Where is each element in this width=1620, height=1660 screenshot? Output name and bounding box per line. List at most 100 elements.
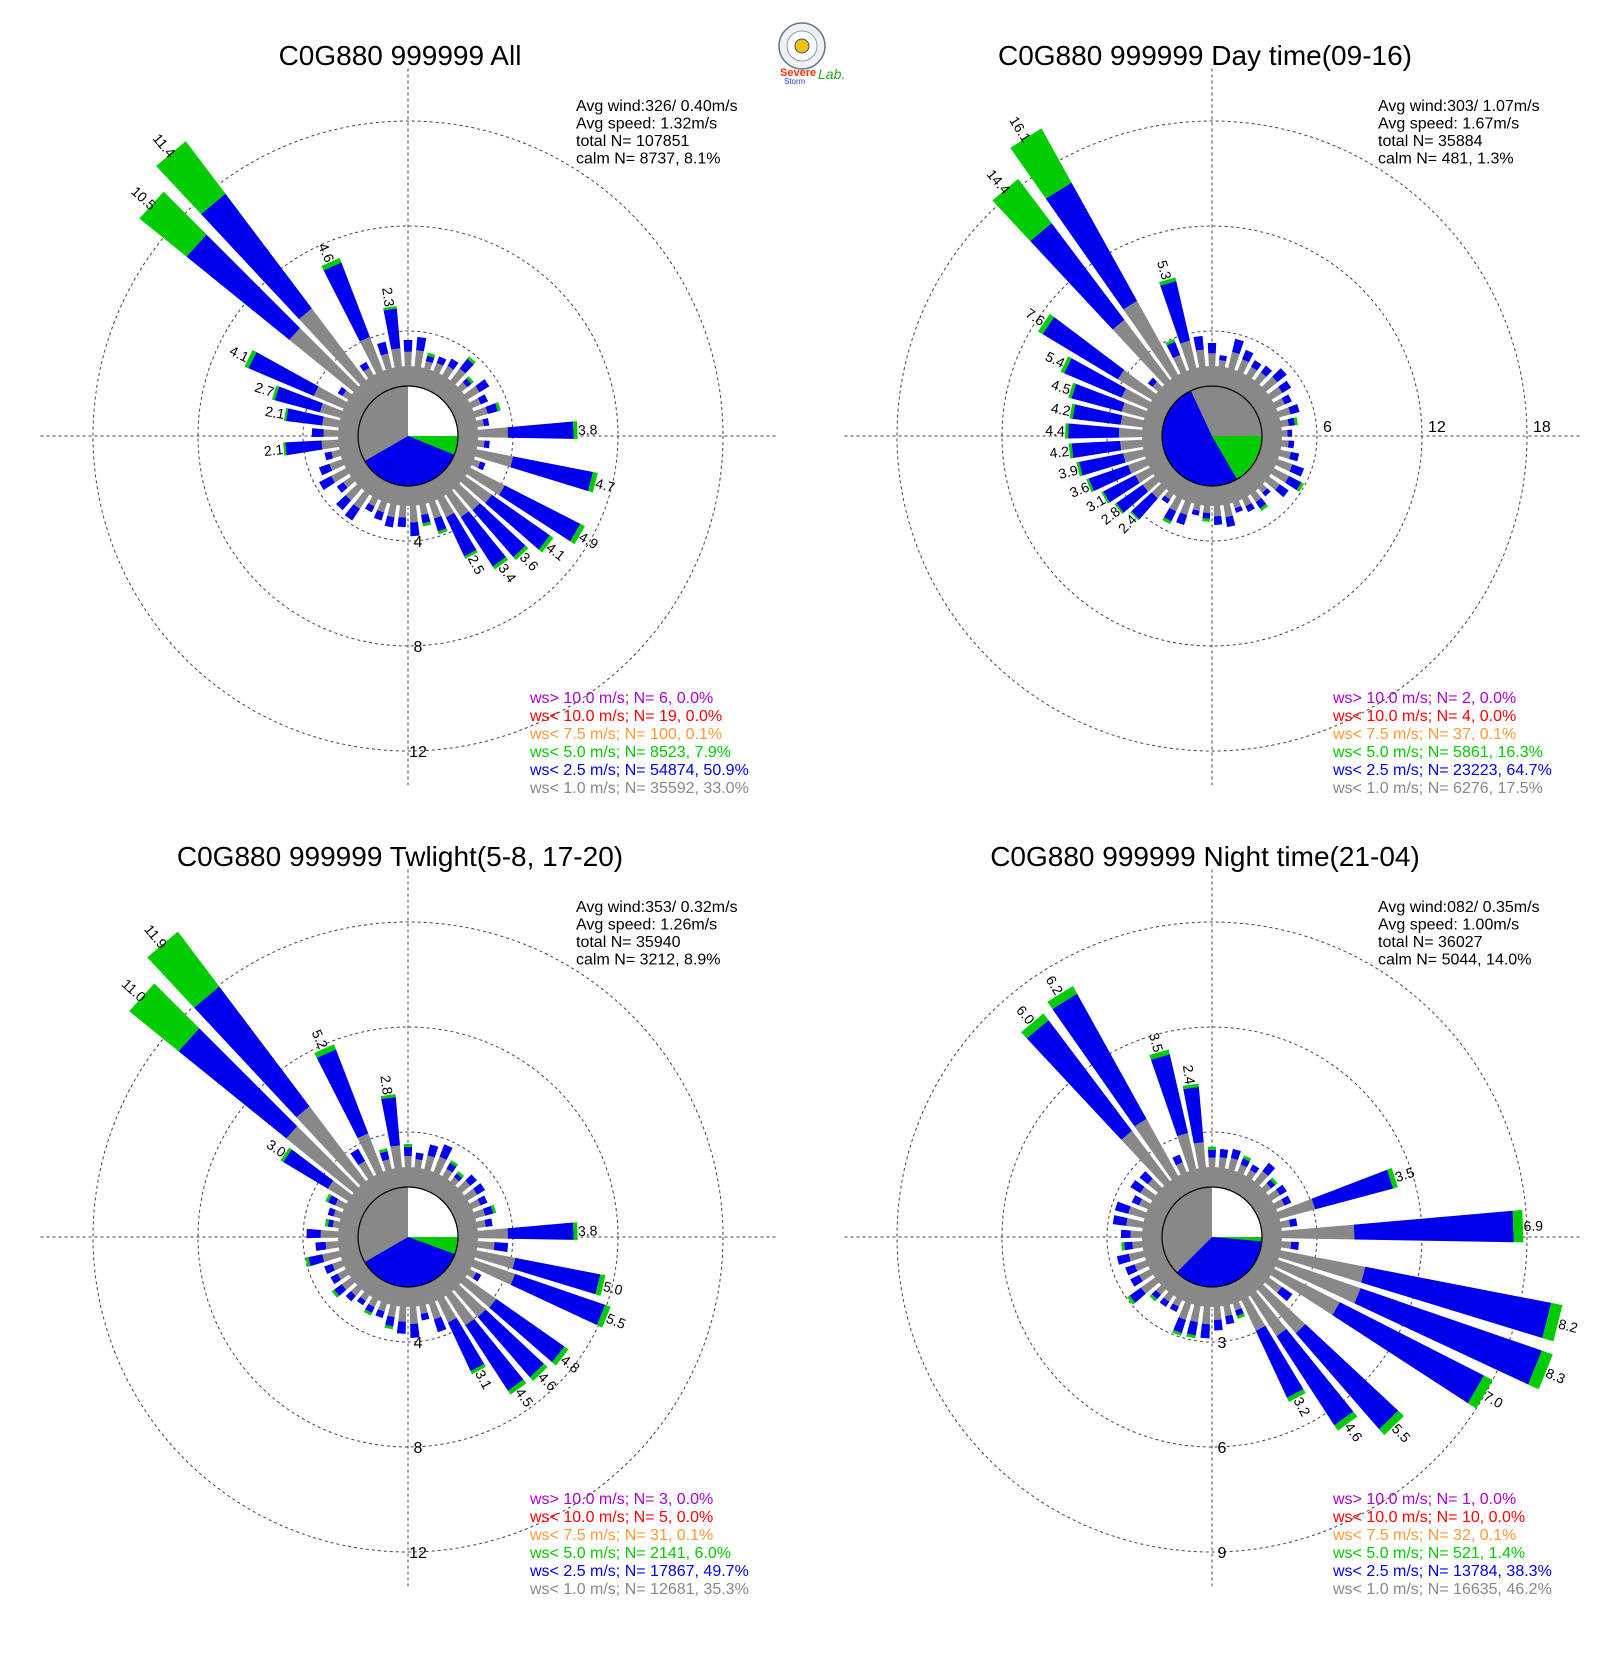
petal-seg-2 — [186, 234, 301, 340]
petal-seg-2 — [1130, 1179, 1145, 1194]
petal-seg-2 — [482, 418, 490, 427]
petal-seg-2 — [465, 1318, 524, 1391]
wind-rose-panel-1: C0G880 999999 All481211.410.54.64.12.32.… — [40, 40, 776, 797]
petal-seg-3 — [280, 1147, 292, 1163]
petal-label: 3.5 — [1146, 1031, 1167, 1054]
petal-label: 4.4 — [1045, 422, 1065, 439]
petal-seg-2 — [1191, 509, 1200, 516]
petal-seg-3 — [1162, 517, 1172, 525]
petal-seg-2 — [1260, 365, 1273, 377]
petal-seg-2 — [327, 1219, 334, 1228]
petal-seg-3 — [1076, 461, 1083, 477]
petal-seg-2 — [396, 1321, 406, 1334]
petal-seg-2 — [1139, 1171, 1153, 1185]
center-pie-slice — [408, 1237, 458, 1255]
petal-seg-3 — [1068, 443, 1074, 459]
petal-seg-2 — [1071, 383, 1125, 412]
legend-entry: ws< 10.0 m/s; N= 5, 0.0% — [529, 1509, 713, 1526]
petal-seg-2 — [1068, 423, 1120, 439]
petal-seg-2 — [248, 351, 319, 397]
petal-seg-2 — [1278, 380, 1292, 393]
petal-seg-2 — [1151, 1290, 1161, 1300]
petal-seg-3 — [495, 402, 501, 412]
center-pie-slice — [357, 386, 408, 461]
petal-seg-3 — [271, 385, 280, 401]
petal-label: 2.3 — [379, 286, 398, 308]
petal-seg-2 — [308, 1254, 325, 1267]
petal-seg-2 — [1186, 1320, 1198, 1336]
petal-calm-seg — [1244, 1271, 1306, 1334]
petal-label: 5.4 — [1043, 348, 1068, 371]
petal-seg-2 — [489, 1298, 565, 1363]
grid-ring — [92, 921, 724, 1553]
petal-seg-3 — [325, 1193, 332, 1203]
petal-label: 3.5 — [1393, 1164, 1417, 1185]
petal-calm-seg — [445, 1265, 497, 1308]
petal-seg-3 — [324, 1218, 330, 1227]
ring-label: 8 — [414, 1440, 423, 1457]
petal-seg-3 — [1159, 277, 1177, 286]
petal-seg-2 — [477, 394, 489, 405]
grid-ring — [896, 921, 1528, 1553]
petal-seg-3 — [573, 421, 578, 439]
grid-ring — [197, 1026, 619, 1448]
petal-seg-3 — [1130, 511, 1140, 521]
center-pie-outline — [1161, 385, 1263, 487]
petal-seg-2 — [285, 440, 323, 456]
center-pie-slice — [364, 1237, 455, 1287]
petal-seg-2 — [1289, 464, 1305, 477]
petal-seg-3 — [1512, 1209, 1524, 1243]
petal-seg-3 — [1296, 482, 1304, 492]
petal-seg-2 — [1163, 507, 1177, 522]
petal-seg-2 — [1064, 358, 1126, 398]
petal-seg-3 — [147, 931, 220, 1008]
legend-entry: ws> 10.0 m/s; N= 2, 0.0% — [1332, 690, 1516, 707]
petal-calm-seg — [1142, 464, 1175, 492]
petal-seg-2 — [1114, 1201, 1131, 1214]
ring-label: 4 — [414, 534, 423, 551]
petal-label: 4.2 — [1049, 443, 1070, 461]
petal-seg-2 — [446, 1162, 457, 1173]
petal-seg-2 — [1287, 429, 1293, 437]
petal-seg-3 — [1207, 1146, 1217, 1150]
petal-seg-2 — [1173, 1317, 1187, 1334]
petal-label: 2.8 — [377, 1074, 396, 1096]
petal-calm-seg — [1121, 388, 1169, 417]
petal-seg-3 — [1287, 1389, 1306, 1402]
petal-seg-2 — [359, 361, 370, 372]
petal-seg-2 — [285, 408, 324, 426]
center-pie-slice — [1212, 1187, 1262, 1237]
petal-seg-2 — [1207, 342, 1217, 354]
petal-seg-2 — [1103, 475, 1140, 503]
petal-seg-3 — [403, 1143, 413, 1147]
petal-label: 2.4 — [1180, 1064, 1199, 1086]
petal-seg-3 — [1528, 1350, 1553, 1390]
legend-entry: ws> 10.0 m/s; N= 1, 0.0% — [1332, 1491, 1516, 1508]
petal-seg-2 — [1250, 360, 1262, 371]
petal-seg-3 — [464, 550, 478, 559]
petal-calm-seg — [453, 1253, 516, 1285]
petal-seg-2 — [1131, 1195, 1143, 1206]
petal-seg-2 — [1161, 495, 1171, 504]
petal-seg-2 — [507, 421, 574, 439]
petal-calm-seg — [429, 478, 455, 518]
chart-title: C0G880 999999 Day time(09-16) — [998, 40, 1412, 71]
petal-calm-seg — [286, 1126, 373, 1206]
petal-calm-seg — [1180, 340, 1201, 389]
petal-seg-2 — [473, 1183, 486, 1195]
legend-entry: ws< 1.0 m/s; N= 12681, 35.3% — [529, 1581, 749, 1598]
petal-seg-3 — [595, 1274, 606, 1296]
petal-seg-2 — [472, 503, 526, 558]
petal-calm-seg — [391, 348, 404, 387]
petal-seg-2 — [1078, 453, 1126, 476]
petal-seg-3 — [490, 1204, 497, 1214]
petal-seg-2 — [1225, 1314, 1235, 1325]
petal-seg-3 — [1542, 1302, 1563, 1342]
petal-seg-2 — [475, 379, 490, 393]
petal-seg-2 — [1183, 1086, 1204, 1144]
petal-calm-seg — [440, 470, 480, 511]
petal-label: 5.5 — [604, 1310, 628, 1332]
petal-seg-3 — [314, 1044, 336, 1058]
petal-seg-3 — [467, 356, 476, 365]
center-pie-outline — [357, 1186, 459, 1288]
